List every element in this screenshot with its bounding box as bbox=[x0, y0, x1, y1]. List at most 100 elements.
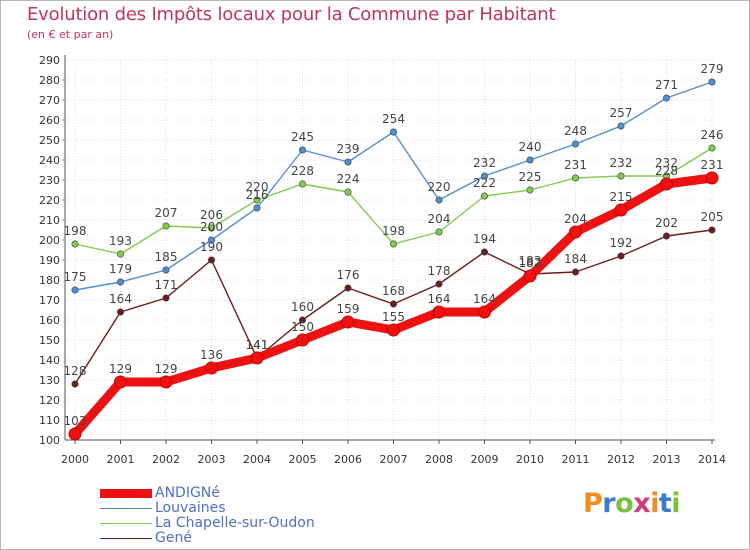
data-point-gen- bbox=[480, 248, 488, 256]
data-point-andign- bbox=[523, 269, 537, 283]
data-label-andign-: 103 bbox=[64, 414, 87, 428]
y-tick-label: 280 bbox=[39, 74, 60, 87]
data-label-la-chapelle-sur-oudon: 232 bbox=[655, 156, 678, 170]
data-label-andign-: 231 bbox=[701, 158, 724, 172]
data-label-gen-: 141 bbox=[246, 338, 269, 352]
data-point-louvaines bbox=[253, 204, 261, 212]
y-tick-label: 240 bbox=[39, 154, 60, 167]
data-point-andign- bbox=[478, 305, 491, 319]
data-label-la-chapelle-sur-oudon: 193 bbox=[109, 234, 132, 248]
data-point-la-chapelle-sur-oudon bbox=[253, 196, 261, 204]
data-point-gen- bbox=[208, 256, 216, 264]
y-tick-label: 210 bbox=[39, 214, 60, 227]
data-point-gen- bbox=[117, 308, 125, 316]
x-tick-label: 2014 bbox=[698, 453, 726, 466]
y-axis-dot bbox=[62, 179, 64, 181]
y-tick-label: 140 bbox=[39, 354, 60, 367]
data-label-andign-: 150 bbox=[291, 320, 314, 334]
y-tick-label: 270 bbox=[39, 94, 60, 107]
y-tick-label: 230 bbox=[39, 174, 60, 187]
y-tick-label: 220 bbox=[39, 194, 60, 207]
data-point-andign- bbox=[205, 361, 218, 375]
x-tick-label: 2005 bbox=[289, 453, 317, 466]
y-axis-dot bbox=[62, 99, 64, 101]
y-axis-dot bbox=[62, 219, 64, 221]
data-label-louvaines: 257 bbox=[610, 106, 633, 120]
data-label-louvaines: 239 bbox=[337, 142, 360, 156]
chart-title: Evolution des Impôts locaux pour la Comm… bbox=[27, 4, 556, 25]
data-point-louvaines bbox=[617, 122, 625, 130]
data-point-louvaines bbox=[480, 172, 488, 180]
logo-letter: P bbox=[583, 488, 603, 519]
y-axis-dot bbox=[62, 159, 64, 161]
data-label-gen-: 128 bbox=[64, 364, 87, 378]
y-tick-label: 290 bbox=[39, 54, 60, 67]
x-tick-label: 2002 bbox=[152, 453, 180, 466]
data-label-gen-: 168 bbox=[382, 284, 405, 298]
data-label-la-chapelle-sur-oudon: 228 bbox=[291, 164, 314, 178]
x-tick-label: 2003 bbox=[198, 453, 226, 466]
data-point-la-chapelle-sur-oudon bbox=[571, 174, 579, 182]
data-point-louvaines bbox=[208, 236, 216, 244]
data-label-la-chapelle-sur-oudon: 231 bbox=[564, 158, 587, 172]
data-point-gen- bbox=[71, 380, 79, 388]
logo-letter: o bbox=[615, 488, 634, 519]
x-tick-label: 2000 bbox=[61, 453, 89, 466]
x-tick-label: 2004 bbox=[243, 453, 271, 466]
data-label-andign-: 164 bbox=[473, 292, 496, 306]
x-tick-label: 2001 bbox=[107, 453, 135, 466]
data-point-gen- bbox=[617, 252, 625, 260]
data-label-la-chapelle-sur-oudon: 204 bbox=[428, 212, 451, 226]
data-point-andign- bbox=[296, 333, 309, 347]
data-label-louvaines: 232 bbox=[473, 156, 496, 170]
data-label-gen-: 205 bbox=[701, 210, 724, 224]
y-axis-dot bbox=[62, 79, 64, 81]
data-label-louvaines: 179 bbox=[109, 262, 132, 276]
data-label-gen-: 184 bbox=[564, 252, 587, 266]
data-label-louvaines: 216 bbox=[246, 188, 269, 202]
data-point-la-chapelle-sur-oudon bbox=[208, 224, 216, 232]
data-point-louvaines bbox=[435, 196, 443, 204]
data-point-louvaines bbox=[526, 156, 534, 164]
data-label-la-chapelle-sur-oudon: 232 bbox=[610, 156, 633, 170]
y-tick-label: 110 bbox=[39, 414, 60, 427]
y-tick-label: 200 bbox=[39, 234, 60, 247]
data-label-andign-: 159 bbox=[337, 302, 360, 316]
data-label-louvaines: 248 bbox=[564, 124, 587, 138]
data-point-andign- bbox=[614, 203, 628, 217]
data-label-la-chapelle-sur-oudon: 207 bbox=[155, 206, 178, 220]
legend-swatch-louvaines bbox=[100, 508, 152, 509]
data-point-andign- bbox=[660, 177, 673, 191]
data-point-andign- bbox=[387, 323, 400, 337]
logo-letter: i bbox=[671, 488, 681, 519]
data-label-gen-: 171 bbox=[155, 278, 178, 292]
y-tick-label: 250 bbox=[39, 134, 60, 147]
x-tick-label: 2013 bbox=[653, 453, 681, 466]
data-point-louvaines bbox=[162, 266, 170, 274]
data-point-andign- bbox=[68, 427, 82, 441]
data-point-la-chapelle-sur-oudon bbox=[71, 240, 79, 248]
data-point-louvaines bbox=[344, 158, 352, 166]
data-point-la-chapelle-sur-oudon bbox=[298, 180, 306, 188]
proxiti-logo[interactable]: Proxiti bbox=[583, 488, 681, 519]
y-tick-label: 120 bbox=[39, 394, 60, 407]
y-tick-label: 100 bbox=[39, 434, 60, 447]
legend-label-louvaines: Louvaines bbox=[155, 500, 226, 516]
y-axis-dot bbox=[62, 119, 64, 121]
legend-swatch-andigne bbox=[100, 489, 152, 498]
data-label-andign-: 215 bbox=[610, 190, 633, 204]
y-tick-label: 260 bbox=[39, 114, 60, 127]
x-tick-label: 2011 bbox=[562, 453, 590, 466]
data-point-la-chapelle-sur-oudon bbox=[344, 188, 352, 196]
data-point-louvaines bbox=[117, 278, 125, 286]
y-tick-label: 170 bbox=[39, 294, 60, 307]
data-label-la-chapelle-sur-oudon: 224 bbox=[337, 172, 360, 186]
data-label-andign-: 182 bbox=[519, 256, 542, 270]
data-label-gen-: 192 bbox=[610, 236, 633, 250]
data-point-gen- bbox=[662, 232, 670, 240]
data-label-gen-: 183 bbox=[519, 254, 542, 268]
data-point-andign- bbox=[432, 305, 446, 319]
logo-letter: x bbox=[633, 488, 651, 519]
y-axis-dot bbox=[62, 239, 64, 241]
